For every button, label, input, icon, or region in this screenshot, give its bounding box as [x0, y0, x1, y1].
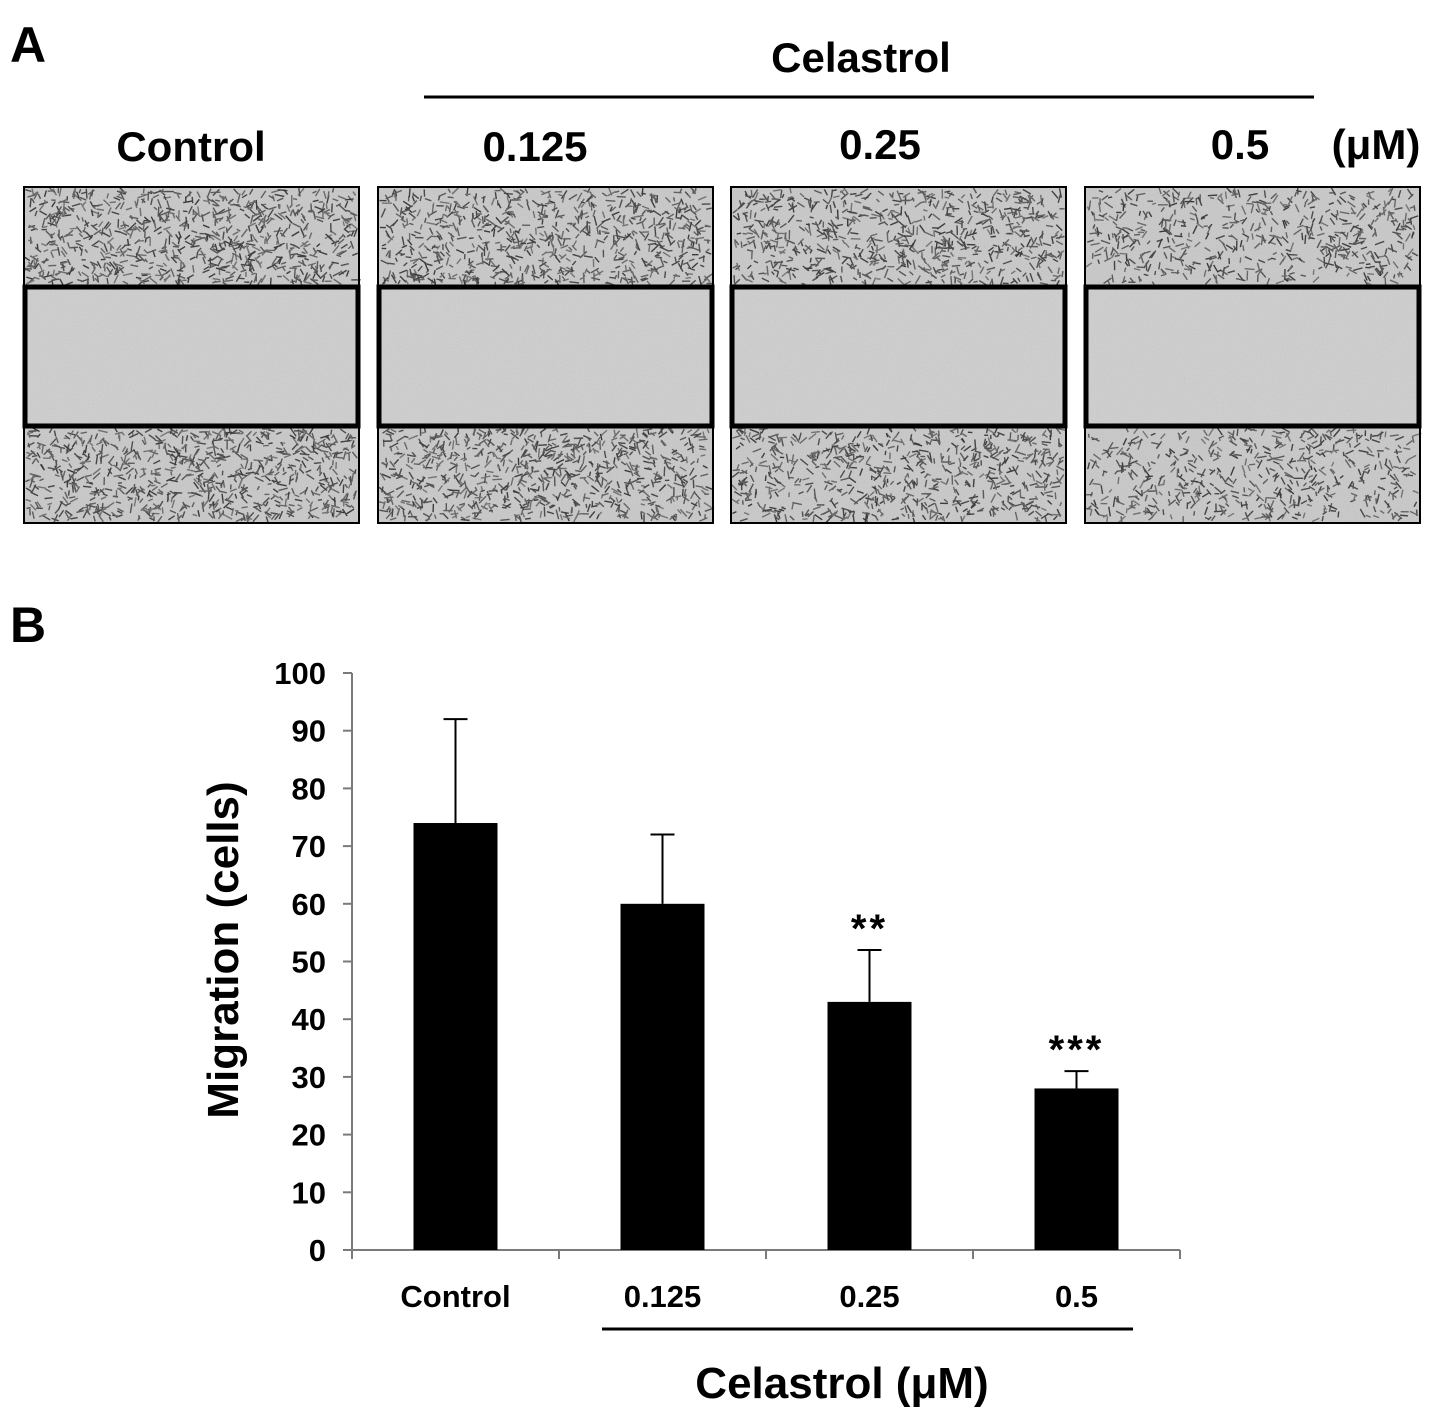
condition-label-025: 0.25 [839, 121, 921, 168]
micrograph-2 [376, 186, 715, 524]
x-ticks [351, 1250, 1181, 1259]
panel-a: A Celastrol Control 0.125 0.25 0.5 (μM) [10, 17, 1422, 524]
unit-label: (μM) [1332, 121, 1421, 168]
bars [413, 823, 1119, 1250]
category-label-2: 0.125 [624, 1279, 702, 1314]
y-tick-label: 50 [292, 945, 326, 980]
micrograph-grain [24, 187, 359, 523]
condition-label-control: Control [116, 123, 265, 170]
panel-b-label: B [10, 597, 46, 653]
wound-box [1083, 284, 1422, 429]
y-axis-title: Migration (cells) [199, 781, 248, 1118]
y-tick-label: 30 [292, 1060, 326, 1095]
category-label-1: Control [400, 1279, 510, 1314]
wound-box [376, 284, 715, 429]
category-labels: Control 0.125 0.25 0.5 [400, 1279, 1098, 1314]
y-tick-label: 80 [292, 771, 326, 806]
significance-label-3: ** [851, 907, 888, 951]
significance-label-4: *** [1049, 1028, 1105, 1072]
error-bars [443, 718, 1089, 1089]
y-tick-label: 20 [292, 1118, 326, 1153]
y-tick-label: 60 [292, 887, 326, 922]
condition-label-05: 0.5 [1211, 121, 1269, 168]
category-label-3: 0.25 [839, 1279, 899, 1314]
wound-box [22, 284, 361, 429]
wound-box [729, 284, 1068, 429]
bar-4 [1034, 1088, 1119, 1250]
y-ticks: 0 10 20 30 40 50 60 70 80 90 100 [274, 656, 352, 1268]
y-tick-label: 40 [292, 1002, 326, 1037]
significance-labels: ***** [851, 907, 1105, 1072]
celastrol-group-label: Celastrol [771, 34, 951, 81]
micrograph-grain [1085, 187, 1420, 523]
condition-label-0125: 0.125 [482, 123, 587, 170]
micrograph-grain [731, 187, 1066, 523]
micrograph-row [22, 186, 1422, 524]
category-label-4: 0.5 [1055, 1279, 1098, 1314]
y-tick-label: 0 [309, 1233, 326, 1268]
micrograph-3 [729, 186, 1068, 524]
y-tick-label: 100 [274, 656, 326, 691]
bar-1 [413, 823, 498, 1250]
y-tick-label: 90 [292, 714, 326, 749]
y-tick-label: 10 [292, 1175, 326, 1210]
bar-2 [620, 903, 705, 1250]
micrograph-1 [22, 186, 361, 524]
bar-3 [827, 1001, 912, 1250]
x-axis-title: Celastrol (μM) [695, 1359, 988, 1408]
micrograph-4 [1083, 186, 1422, 524]
micrograph-grain [378, 187, 713, 523]
y-tick-label: 70 [292, 829, 326, 864]
panel-a-label: A [10, 17, 46, 73]
